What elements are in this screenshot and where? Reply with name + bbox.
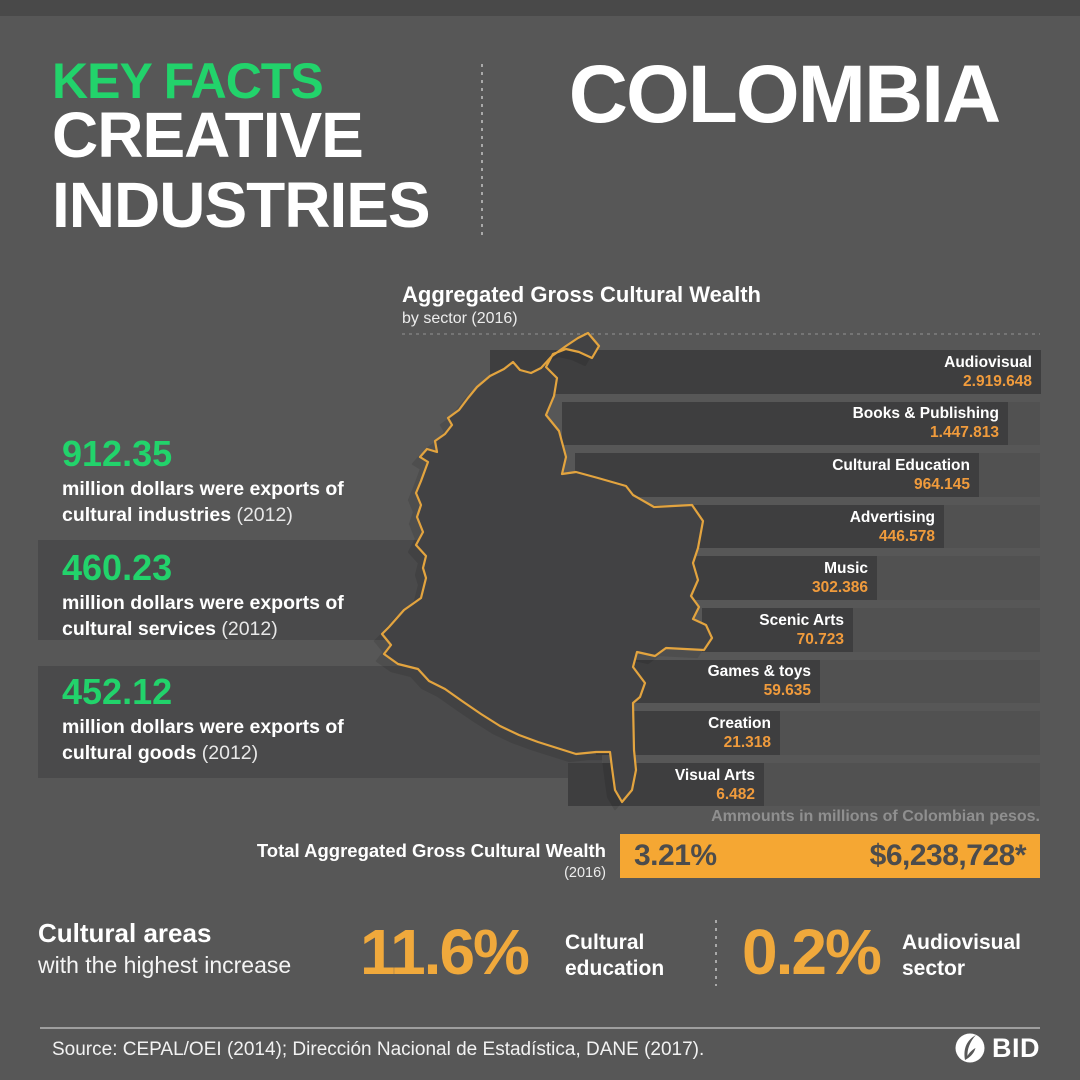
highlight-percent: 11.6%	[360, 916, 530, 988]
kicker-heading: KEY FACTS	[52, 53, 324, 109]
stat-value: 460.23	[62, 547, 173, 588]
bid-logo: BID	[953, 1031, 1040, 1065]
stat-block: 460.23 million dollars were exports of c…	[62, 549, 422, 642]
highlights-heading: Cultural areas	[38, 918, 212, 948]
bar-value-label: 21.318	[723, 733, 771, 751]
bar-value-label: 2.919.648	[963, 372, 1032, 390]
bar-label: Scenic Arts 70.723	[759, 611, 844, 649]
bar-label: Games & toys 59.635	[708, 662, 811, 700]
stat-description: million dollars were exports of cultural…	[62, 714, 422, 766]
stat-block: 912.35 million dollars were exports of c…	[62, 435, 422, 528]
total-label-text: Total Aggregated Gross Cultural Wealth	[256, 840, 606, 861]
total-label: Total Aggregated Gross Cultural Wealth (…	[240, 840, 606, 881]
stat-desc-line1: million dollars were exports of	[62, 592, 344, 614]
bar-category-label: Audiovisual	[944, 353, 1032, 371]
chart-unit-note: Ammounts in millions of Colombian pesos.	[711, 808, 1040, 825]
bar-label: Cultural Education 964.145	[832, 456, 970, 494]
bar: Scenic Arts 70.723	[702, 608, 853, 652]
bar-category-label: Advertising	[849, 508, 935, 526]
total-amount: $6,238,728*	[869, 839, 1027, 872]
bar: Books & Publishing 1.447.813	[562, 401, 1008, 446]
bar-category-label: Music	[824, 560, 868, 578]
bar: Audiovisual 2.919.648	[490, 350, 1041, 394]
bar-category-label: Cultural Education	[832, 456, 970, 474]
stat-desc-note: (2012)	[221, 618, 278, 640]
bar-category-label: Visual Arts	[674, 766, 755, 784]
source-text: Source: CEPAL/OEI (2014); Dirección Naci…	[52, 1039, 705, 1060]
colombia-map	[380, 331, 714, 804]
stat-description: million dollars were exports of cultural…	[62, 476, 422, 528]
bar-label: Music 302.386	[812, 559, 868, 597]
bar-label: Advertising 446.578	[850, 508, 935, 546]
bar-value-label: 302.386	[811, 579, 868, 597]
stat-desc-line2: cultural goods	[62, 742, 197, 764]
bar-value-label: 6.482	[716, 785, 755, 803]
page-title: CREATIVE INDUSTRIES	[52, 99, 431, 241]
bar-label: Visual Arts 6.482	[675, 766, 755, 804]
chart-dotted-rule	[402, 333, 1040, 335]
highlights-subheading: with the highest increase	[38, 952, 292, 978]
bar-label: Audiovisual 2.919.648	[944, 353, 1032, 391]
bar-label: Creation 21.318	[708, 714, 771, 752]
bar-category-label: Creation	[708, 714, 771, 732]
page-title-line1: CREATIVE	[52, 99, 364, 171]
bar-value-label: 59.635	[763, 682, 811, 700]
stat-desc-line1: million dollars were exports of	[62, 478, 344, 500]
bar: Games & toys 59.635	[612, 659, 820, 704]
bar-category-label: Books & Publishing	[852, 405, 999, 423]
stat-block: 452.12 million dollars were exports of c…	[62, 673, 422, 766]
highlight-label: Cultural education	[565, 931, 665, 980]
colombia-outline	[380, 331, 714, 804]
stat-desc-note: (2012)	[201, 742, 259, 764]
bar: Cultural Education 964.145	[575, 453, 979, 497]
total-value-box: 3.21% $6,238,728*	[620, 834, 1040, 878]
bar-value-label: 1.447.813	[930, 424, 999, 442]
bid-leaf-icon	[955, 1033, 985, 1063]
highlight-label: Audiovisual sector	[902, 931, 1022, 980]
total-label-note: (2016)	[564, 865, 606, 881]
total-percent: 3.21%	[634, 839, 717, 872]
bar-value-label: 964.145	[913, 475, 970, 493]
stat-desc-note: (2012)	[236, 504, 293, 526]
page-title-line2: INDUSTRIES	[52, 169, 431, 241]
highlight-percent: 0.2%	[742, 916, 882, 988]
highlights-dotted-divider	[715, 920, 717, 986]
stat-description: million dollars were exports of cultural…	[62, 590, 422, 642]
chart-subtitle: by sector (2016)	[402, 310, 518, 327]
stat-desc-line2: cultural industries	[62, 504, 232, 526]
bar: Visual Arts 6.482	[568, 762, 764, 807]
header-dotted-divider	[481, 64, 483, 236]
bar-category-label: Games & toys	[707, 663, 811, 681]
stat-desc-line1: million dollars were exports of	[62, 716, 344, 738]
footer-divider	[40, 1027, 1040, 1029]
bar-label: Books & Publishing 1.447.813	[853, 404, 999, 442]
stat-value: 912.35	[62, 433, 173, 474]
bid-logo-text: BID	[992, 1032, 1040, 1063]
bar-category-label: Scenic Arts	[759, 611, 844, 629]
chart-title: Aggregated Gross Cultural Wealth	[402, 282, 761, 307]
stat-desc-line2: cultural services	[62, 618, 216, 640]
country-title: COLOMBIA	[568, 49, 1001, 140]
top-strip	[0, 0, 1080, 16]
bar-value-label: 446.578	[878, 527, 935, 545]
stat-value: 452.12	[62, 671, 173, 712]
bar-value-label: 70.723	[796, 630, 844, 648]
